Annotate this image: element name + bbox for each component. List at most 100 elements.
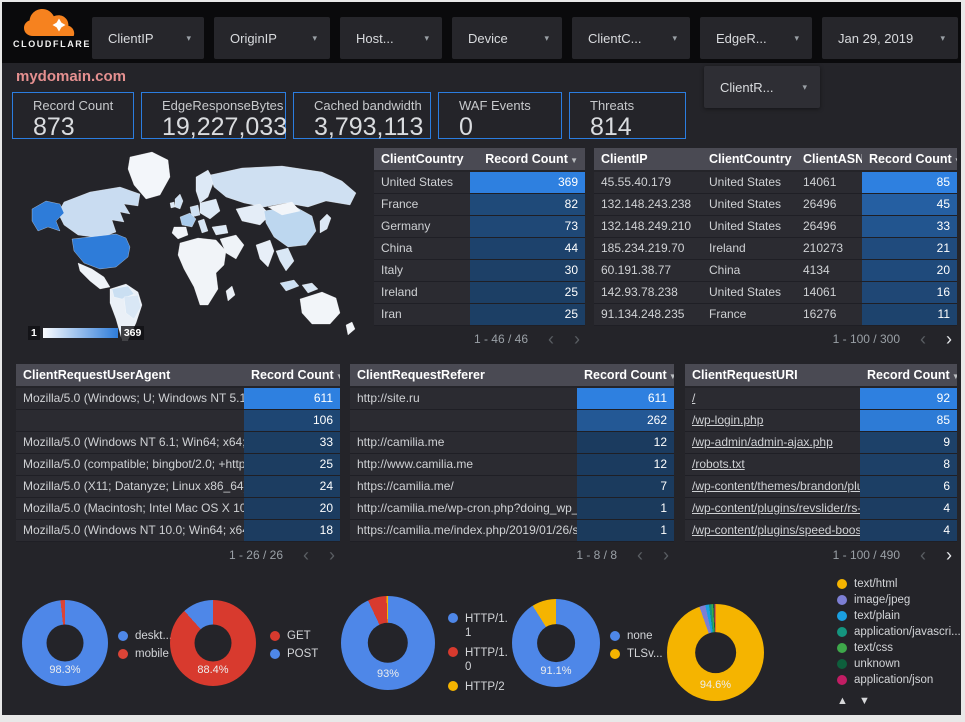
filter-chip-host[interactable]: Host... ▾ bbox=[340, 17, 442, 59]
sort-header-record-count[interactable]: Record Count ▼ bbox=[577, 368, 674, 382]
column-header-clientcountry: ClientCountry bbox=[381, 152, 464, 166]
legend-item-mobile[interactable]: mobile bbox=[118, 648, 172, 660]
cloudflare-logo-text: CLOUDFLARE bbox=[13, 39, 91, 49]
next-page-button[interactable]: › bbox=[663, 544, 669, 565]
legend-item-none[interactable]: none bbox=[610, 630, 663, 642]
scorecards: Record Count 873 EdgeResponseBytes 19,227,0… bbox=[12, 92, 686, 141]
legend-label: none bbox=[627, 630, 653, 642]
uri-link[interactable]: /wp-content/plugins/speed-booste... bbox=[692, 523, 860, 537]
dimension-cell: Ireland bbox=[709, 241, 746, 255]
sort-desc-icon: ▼ bbox=[668, 372, 674, 381]
legend-item-text-plain[interactable]: text/plain bbox=[837, 610, 961, 622]
prev-page-button[interactable]: ‹ bbox=[303, 544, 309, 565]
sort-desc-icon: ▼ bbox=[567, 156, 578, 165]
next-page-button[interactable]: › bbox=[946, 544, 952, 565]
filter-chip-label: Jan 29, 2019 bbox=[838, 30, 914, 46]
filter-chip-clientip[interactable]: ClientIP ▾ bbox=[92, 17, 204, 59]
filter-chip-label: Device bbox=[468, 30, 508, 46]
column-header-label: Record Count bbox=[867, 368, 950, 382]
prev-page-button[interactable]: ‹ bbox=[637, 544, 643, 565]
sort-header-record-count[interactable]: Record Count ▼ bbox=[470, 152, 585, 166]
record-count-bar-cell: 6 bbox=[860, 476, 957, 497]
legend-item-application-json[interactable]: application/json bbox=[837, 674, 961, 686]
scorecard-cached-bandwidth: Cached bandwidth 3,793,113 bbox=[293, 92, 431, 141]
sort-header-record-count[interactable]: Record Count ▼ bbox=[862, 152, 957, 166]
legend-item-post[interactable]: POST bbox=[270, 648, 318, 660]
record-count-bar-cell: 30 bbox=[470, 260, 585, 281]
legend-item-unknown[interactable]: unknown bbox=[837, 658, 961, 670]
record-count-bar-cell: 20 bbox=[862, 260, 957, 281]
uri-link[interactable]: /wp-content/themes/brandon/plu... bbox=[692, 479, 860, 493]
record-count-bar-cell: 369 bbox=[470, 172, 585, 193]
filter-chip-clientc[interactable]: ClientC... ▾ bbox=[572, 17, 690, 59]
header-bar: CLOUDFLARE ClientIP ▾ OriginIP ▾ Host... ▾ Dev… bbox=[2, 2, 961, 63]
column-header-clientrequestuseragent: ClientRequestUserAgent bbox=[23, 368, 171, 382]
uri-link[interactable]: /wp-content/plugins/revslider/rs-p... bbox=[692, 501, 860, 515]
filter-chip-device[interactable]: Device ▾ bbox=[452, 17, 562, 59]
donut-http-version[interactable]: 93% bbox=[341, 596, 435, 690]
legend-item-tlsv[interactable]: TLSv... bbox=[610, 648, 663, 660]
legend-item-image-jpeg[interactable]: image/jpeg bbox=[837, 594, 961, 606]
dimension-cell: 26496 bbox=[803, 197, 837, 211]
table-row: /wp-login.php 85 bbox=[685, 410, 957, 432]
filter-chip-clientr[interactable]: ClientR... ▾ bbox=[704, 66, 820, 108]
legend-label: application/json bbox=[854, 674, 934, 686]
prev-page-button[interactable]: ‹ bbox=[548, 328, 554, 349]
next-page-button[interactable]: › bbox=[574, 328, 580, 349]
filter-chip-edger[interactable]: EdgeR... ▾ bbox=[700, 17, 812, 59]
pagination-range: 1 - 46 / 46 bbox=[473, 331, 528, 346]
legend-scroll-arrows[interactable]: ▲ ▼ bbox=[837, 695, 874, 707]
dimension-cell bbox=[350, 410, 577, 431]
geo-map-panel[interactable]: 1 369 bbox=[12, 147, 372, 347]
donut-content-type[interactable]: 94.6% bbox=[667, 604, 764, 701]
uri-link[interactable]: / bbox=[692, 391, 696, 405]
legend-item-application-javascri[interactable]: application/javascri... bbox=[837, 626, 961, 638]
pagination-range: 1 - 100 / 300 bbox=[832, 331, 900, 346]
pagination: 1 - 8 / 8 ‹ › bbox=[350, 544, 674, 565]
legend-item-text-html[interactable]: text/html bbox=[837, 578, 961, 590]
table-row: 91.134.248.235 France 16276 11 bbox=[594, 304, 957, 326]
referer-table: ClientRequestReferer Record Count ▼ http:/… bbox=[350, 364, 674, 565]
legend-item-http-1-0[interactable]: HTTP/1.0 bbox=[448, 646, 511, 675]
donut-ssl-protocol[interactable]: 91.1% bbox=[512, 599, 600, 687]
world-map[interactable] bbox=[12, 147, 372, 347]
filter-chip-originip[interactable]: OriginIP ▾ bbox=[214, 17, 330, 59]
uri-link[interactable]: /wp-login.php bbox=[692, 413, 764, 427]
column-header-clientrequestreferer: ClientRequestReferer bbox=[357, 368, 485, 382]
legend-item-deskt[interactable]: deskt... bbox=[118, 630, 172, 642]
sort-header-record-count[interactable]: Record Count ▼ bbox=[244, 368, 340, 382]
next-page-button[interactable]: › bbox=[946, 328, 952, 349]
donut-device-type[interactable]: 98.3% bbox=[22, 600, 108, 686]
legend-item-http-2[interactable]: HTTP/2 bbox=[448, 680, 511, 694]
dimension-cell: 16276 bbox=[803, 307, 837, 321]
dimension-cell: Mozilla/5.0 (Windows NT 6.1; Win64; x64;… bbox=[23, 435, 244, 449]
donut-hole bbox=[46, 624, 84, 662]
table-row: Mozilla/5.0 (X11; Datanyze; Linux x86_64… bbox=[16, 476, 340, 498]
column-header-label: Record Count bbox=[485, 152, 568, 166]
uri-link[interactable]: /robots.txt bbox=[692, 457, 745, 471]
legend-dot bbox=[837, 611, 847, 621]
next-page-button[interactable]: › bbox=[329, 544, 335, 565]
prev-page-button[interactable]: ‹ bbox=[920, 544, 926, 565]
dimension-cell: United States bbox=[709, 175, 782, 189]
record-count-bar-cell: 44 bbox=[470, 238, 585, 259]
legend-label: deskt... bbox=[135, 630, 173, 642]
scorecard-label: WAF Events bbox=[459, 98, 531, 113]
legend-item-text-css[interactable]: text/css bbox=[837, 642, 961, 654]
donut-request-method[interactable]: 88.4% bbox=[170, 600, 256, 686]
legend-ssl-protocol: none TLSv... bbox=[610, 630, 663, 666]
sort-header-record-count[interactable]: Record Count ▼ bbox=[860, 368, 957, 382]
table-row: /robots.txt 8 bbox=[685, 454, 957, 476]
legend-item-get[interactable]: GET bbox=[270, 630, 318, 642]
dimension-cell: https://camilia.me/index.php/2019/01/26/… bbox=[357, 523, 577, 537]
prev-page-button[interactable]: ‹ bbox=[920, 328, 926, 349]
table-row: Iran 25 bbox=[374, 304, 585, 326]
table-row: https://camilia.me/index.php/2019/01/26/… bbox=[350, 520, 674, 542]
record-count-bar-cell: 82 bbox=[470, 194, 585, 215]
dimension-cell bbox=[16, 410, 244, 431]
pagination: 1 - 46 / 46 ‹ › bbox=[374, 328, 585, 349]
uri-link[interactable]: /wp-admin/admin-ajax.php bbox=[692, 435, 833, 449]
filter-chip-jan-29-2019[interactable]: Jan 29, 2019 ▾ bbox=[822, 17, 958, 59]
legend-item-http-1-1[interactable]: HTTP/1.1 bbox=[448, 612, 511, 641]
legend-device-type: deskt... mobile bbox=[118, 630, 172, 666]
